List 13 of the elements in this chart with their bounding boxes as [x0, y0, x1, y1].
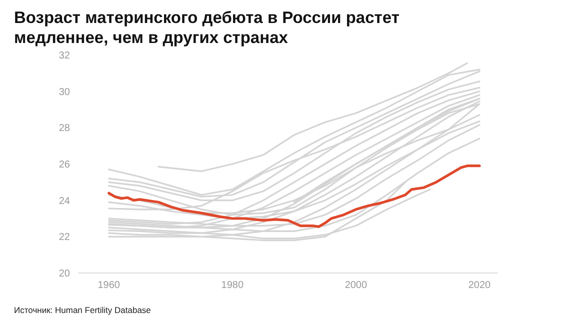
y-tick-label: 30 [58, 86, 70, 98]
y-tick-label: 32 [58, 50, 70, 62]
y-tick-label: 22 [58, 232, 70, 244]
x-tick-label: 1980 [221, 280, 244, 292]
y-tick-label: 20 [58, 268, 70, 280]
x-tick-label: 2000 [344, 280, 368, 292]
x-tick-label: 2020 [468, 280, 492, 292]
y-tick-label: 24 [58, 196, 70, 207]
chart-title: Возраст материнского дебюта в России растет медленнее, чем в других странах [14, 9, 400, 47]
x-tick-label: 1960 [98, 280, 120, 292]
text: Источник: Human Fertility Database [14, 305, 151, 315]
y-tick-label: 26 [58, 160, 70, 171]
y-tick-label: 28 [58, 123, 70, 134]
